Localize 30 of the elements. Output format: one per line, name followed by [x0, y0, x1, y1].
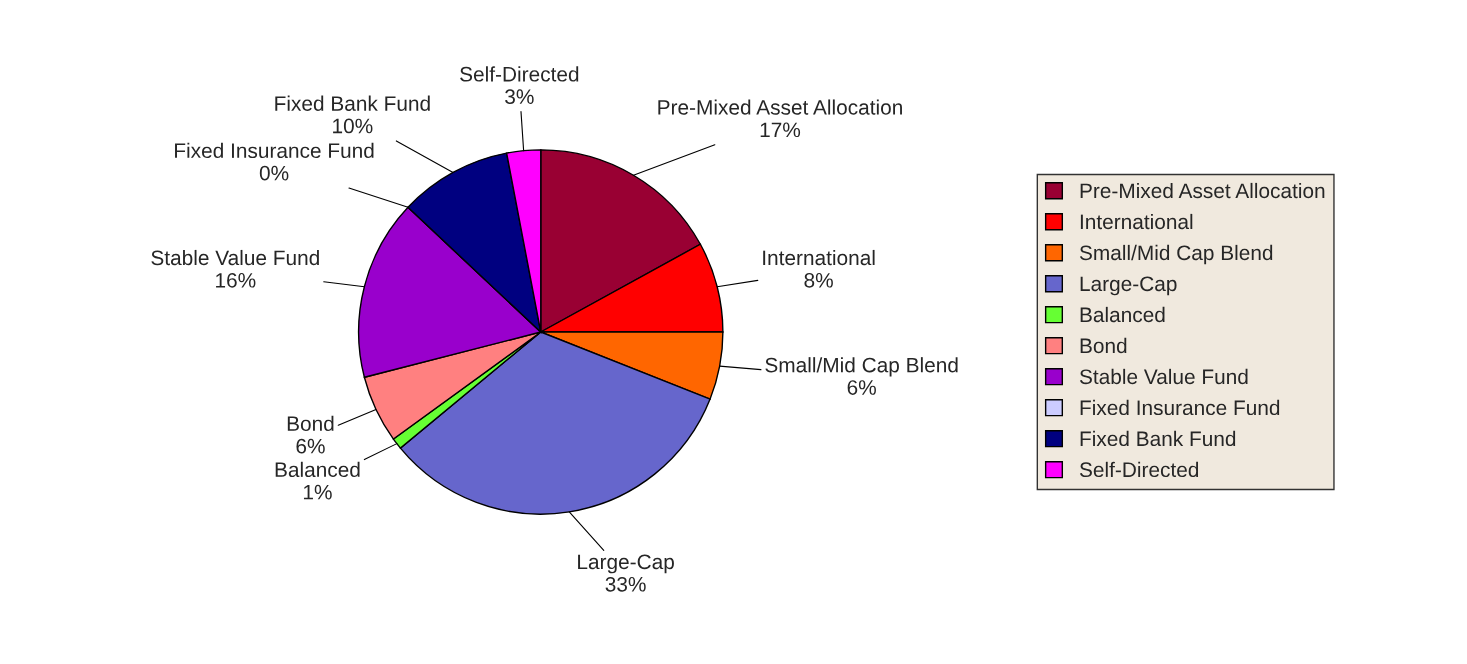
- legend-label: Self-Directed: [1079, 461, 1199, 478]
- slice-label: Small/Mid Cap Blend: [765, 357, 958, 377]
- slice-label: Large-Cap: [578, 554, 674, 574]
- data-label: 1%: [303, 484, 332, 500]
- slice-label: International: [763, 249, 875, 266]
- legend-label: Fixed Insurance Fund: [1080, 399, 1280, 416]
- slice-label: Pre-Mixed Asset Allocation: [658, 99, 902, 115]
- slice-label: Self-Directed: [460, 66, 579, 82]
- data-label: 3%: [505, 89, 534, 105]
- text: 0%: [259, 165, 289, 181]
- data-label: 10%: [333, 118, 373, 134]
- data-label: 8%: [804, 272, 833, 288]
- data-label: 16%: [216, 272, 256, 288]
- category-label: Fixed Insurance Fund: [175, 142, 374, 159]
- legend-label: Fixed Bank Fund: [1080, 430, 1236, 447]
- slice-label: Balanced: [275, 461, 360, 478]
- legend-label: Balanced: [1080, 306, 1165, 323]
- legend-label: Large-Cap: [1080, 276, 1177, 296]
- legend-label: Pre-Mixed Asset Allocation: [1080, 182, 1325, 199]
- slice-label: Stable Value Fund: [151, 249, 319, 266]
- data-label: 17%: [760, 122, 801, 138]
- legend-label: Bond: [1080, 337, 1127, 354]
- data-label: 6%: [296, 438, 325, 454]
- slice-label: Fixed Bank Fund: [275, 95, 430, 111]
- slice-label: Bond: [287, 415, 334, 432]
- legend-label: Small/Mid Cap Blend: [1079, 244, 1273, 265]
- data-label: 33%: [605, 576, 646, 592]
- legend-label: International: [1080, 213, 1193, 230]
- data-label: 6%: [847, 380, 876, 395]
- legend-label: Stable Value Fund: [1079, 368, 1248, 385]
